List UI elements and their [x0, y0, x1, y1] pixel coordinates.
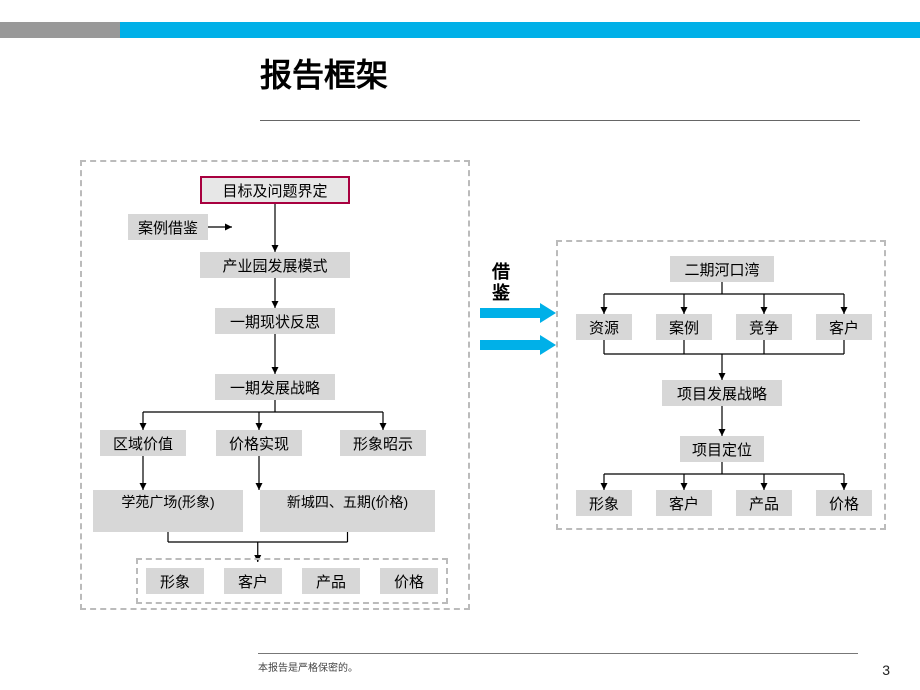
page-number: 3 [882, 662, 890, 678]
node-n_reflect: 一期现状反思 [215, 308, 335, 334]
node-r_b_prod: 产品 [736, 490, 792, 516]
node-n_b_prod: 产品 [302, 568, 360, 594]
top-accent-bar [0, 22, 920, 38]
node-n_b_price: 价格 [380, 568, 438, 594]
node-n_region: 区域价值 [100, 430, 186, 456]
node-r_res: 资源 [576, 314, 632, 340]
node-n_newcity: 新城四、五期(价格) [260, 490, 435, 532]
slide-title: 报告框架 [260, 50, 388, 96]
node-n_b_img: 形象 [146, 568, 204, 594]
node-r_b_price: 价格 [816, 490, 872, 516]
node-n_b_cust: 客户 [224, 568, 282, 594]
footer-line [258, 653, 858, 654]
bar-grey [0, 22, 120, 38]
node-n_model: 产业园发展模式 [200, 252, 350, 278]
title-underline [260, 120, 860, 121]
node-n_plaza: 学苑广场(形象) [93, 490, 243, 532]
node-n_case: 案例借鉴 [128, 214, 208, 240]
footer-text: 本报告是严格保密的。 [258, 659, 358, 674]
node-n_image: 形象昭示 [340, 430, 426, 456]
node-r_b_cust: 客户 [656, 490, 712, 516]
node-n_goal: 目标及问题界定 [200, 176, 350, 204]
node-r_comp: 竞争 [736, 314, 792, 340]
bar-cyan [120, 22, 920, 38]
node-r_pos: 项目定位 [680, 436, 764, 462]
node-n_price: 价格实现 [216, 430, 302, 456]
node-r_cust: 客户 [816, 314, 872, 340]
node-n_strat: 一期发展战略 [215, 374, 335, 400]
node-r_case: 案例 [656, 314, 712, 340]
connector-label: 借鉴 [490, 262, 512, 303]
node-r_top: 二期河口湾 [670, 256, 774, 282]
node-r_strat: 项目发展战略 [662, 380, 782, 406]
node-r_b_img: 形象 [576, 490, 632, 516]
